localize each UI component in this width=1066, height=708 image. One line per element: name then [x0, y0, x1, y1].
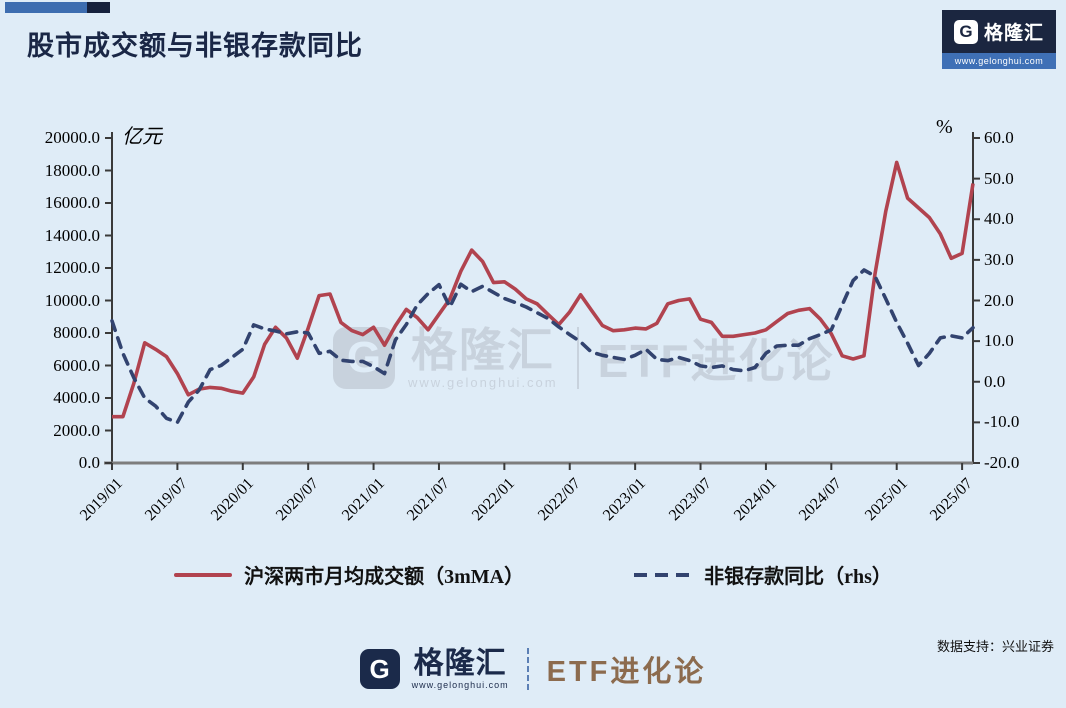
left-axis-tick: 12000.0 — [44, 258, 100, 277]
gelonghui-logo-top: G 格隆汇 www.gelonghui.com — [942, 10, 1056, 69]
left-axis-tick: 8000.0 — [53, 323, 100, 342]
right-axis-tick: -20.0 — [984, 453, 1020, 472]
footer-branding: G 格隆汇 www.gelonghui.com ETF进化论 — [0, 648, 1066, 690]
left-axis-tick: 2000.0 — [53, 420, 100, 440]
footer-g-icon: G — [359, 649, 400, 689]
right-axis-tick: 50.0 — [984, 168, 1014, 188]
decoration-bar-navy — [87, 2, 110, 13]
left-axis-tick: 10000.0 — [44, 290, 100, 310]
page-title: 股市成交额与非银存款同比 — [27, 31, 363, 61]
legend-dashed-line-swatch — [634, 572, 693, 577]
left-axis-tick: 0.0 — [78, 453, 100, 472]
footer-url: www.gelonghui.com — [411, 679, 509, 690]
left-axis-tick: 4000.0 — [53, 388, 100, 407]
watermark-brand: 格隆汇 — [410, 324, 555, 376]
watermark-g-icon: G — [333, 327, 395, 389]
left-axis-tick: 16000.0 — [44, 193, 100, 212]
right-axis-tick: 20.0 — [984, 290, 1014, 310]
gelonghui-g-icon: G — [953, 19, 978, 44]
right-axis-tick: 10.0 — [984, 331, 1014, 351]
data-support-note: 数据支持：兴业证券 — [936, 639, 1054, 654]
right-axis-tick: 40.0 — [984, 209, 1014, 229]
gelonghui-url-text: www.gelonghui.com — [942, 53, 1056, 69]
right-axis-tick: 0.0 — [984, 371, 1006, 391]
left-axis-tick: 18000.0 — [44, 160, 100, 180]
left-axis-tick: 14000.0 — [44, 225, 100, 245]
decoration-bar-blue — [5, 2, 87, 13]
footer-brand: 格隆汇 — [413, 646, 507, 680]
right-axis-tick: 60.0 — [984, 128, 1014, 147]
footer-etf: ETF进化论 — [546, 656, 707, 688]
chart-legend: 沪深两市月均成交额（3mMA） 非银存款同比（rhs） — [0, 560, 1066, 589]
right-axis-tick: -10.0 — [984, 412, 1020, 432]
gelonghui-brand-text: 格隆汇 — [983, 23, 1044, 44]
legend-item-volume: 沪深两市月均成交额（3mMA） — [174, 560, 524, 589]
legend-item-deposit: 非银存款同比（rhs） — [634, 560, 892, 589]
legend-label-volume: 沪深两市月均成交额（3mMA） — [244, 566, 525, 588]
legend-solid-line-swatch — [174, 572, 233, 577]
right-axis-unit-label: % — [936, 116, 953, 138]
watermark-url: www.gelonghui.com — [408, 375, 558, 390]
left-axis-unit-label: 亿元 — [122, 126, 162, 148]
watermark-divider — [576, 327, 579, 389]
right-axis-tick: 30.0 — [984, 249, 1014, 269]
footer-divider — [526, 648, 529, 690]
gelonghui-logo-box: G 格隆汇 — [942, 10, 1056, 53]
legend-label-deposit: 非银存款同比（rhs） — [704, 566, 892, 588]
left-axis-tick: 20000.0 — [44, 128, 100, 147]
left-axis-tick: 6000.0 — [53, 355, 100, 375]
